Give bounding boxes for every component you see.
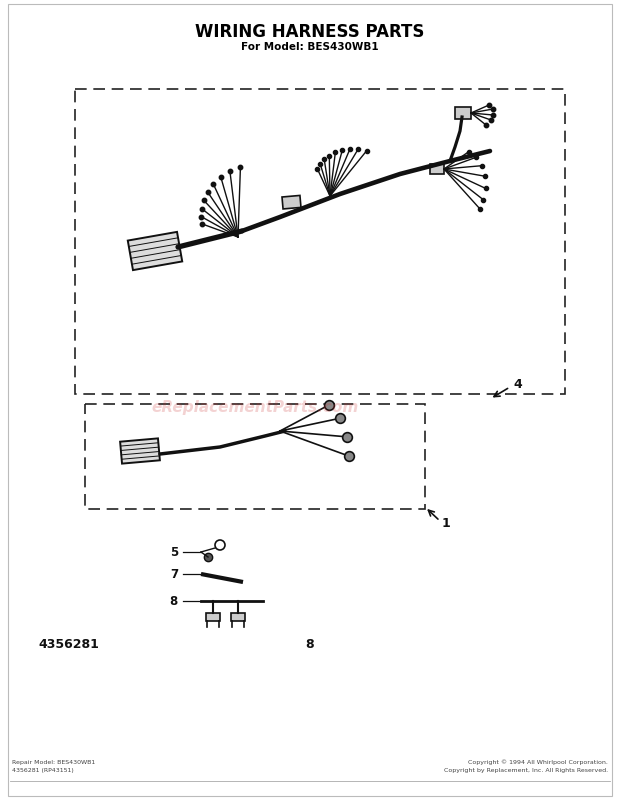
Text: 7: 7 xyxy=(170,568,178,581)
Text: Copyright © 1994 All Whirlpool Corporation.: Copyright © 1994 All Whirlpool Corporati… xyxy=(468,758,608,764)
Bar xyxy=(85,405,425,509)
Bar xyxy=(455,108,471,120)
Text: 5: 5 xyxy=(170,546,178,559)
Text: Repair Model: BES430WB1: Repair Model: BES430WB1 xyxy=(12,759,95,764)
Polygon shape xyxy=(120,438,160,464)
Polygon shape xyxy=(128,233,182,271)
Text: For Model: BES430WB1: For Model: BES430WB1 xyxy=(241,42,379,52)
Text: 4356281 (RP43151): 4356281 (RP43151) xyxy=(12,767,74,772)
Text: WIRING HARNESS PARTS: WIRING HARNESS PARTS xyxy=(195,23,425,41)
Bar xyxy=(206,613,220,622)
Text: 4: 4 xyxy=(513,378,522,391)
Text: Copyright by Replacement, Inc. All Rights Reserved.: Copyright by Replacement, Inc. All Right… xyxy=(444,767,608,772)
Bar xyxy=(75,90,565,394)
Text: 4356281: 4356281 xyxy=(38,638,99,650)
Bar xyxy=(231,613,245,622)
Text: 8: 8 xyxy=(306,638,314,650)
Text: 8: 8 xyxy=(170,595,178,608)
Text: eReplacementParts.com: eReplacementParts.com xyxy=(151,400,358,415)
Bar xyxy=(430,165,444,175)
Bar xyxy=(282,196,301,210)
Text: 1: 1 xyxy=(442,517,451,530)
